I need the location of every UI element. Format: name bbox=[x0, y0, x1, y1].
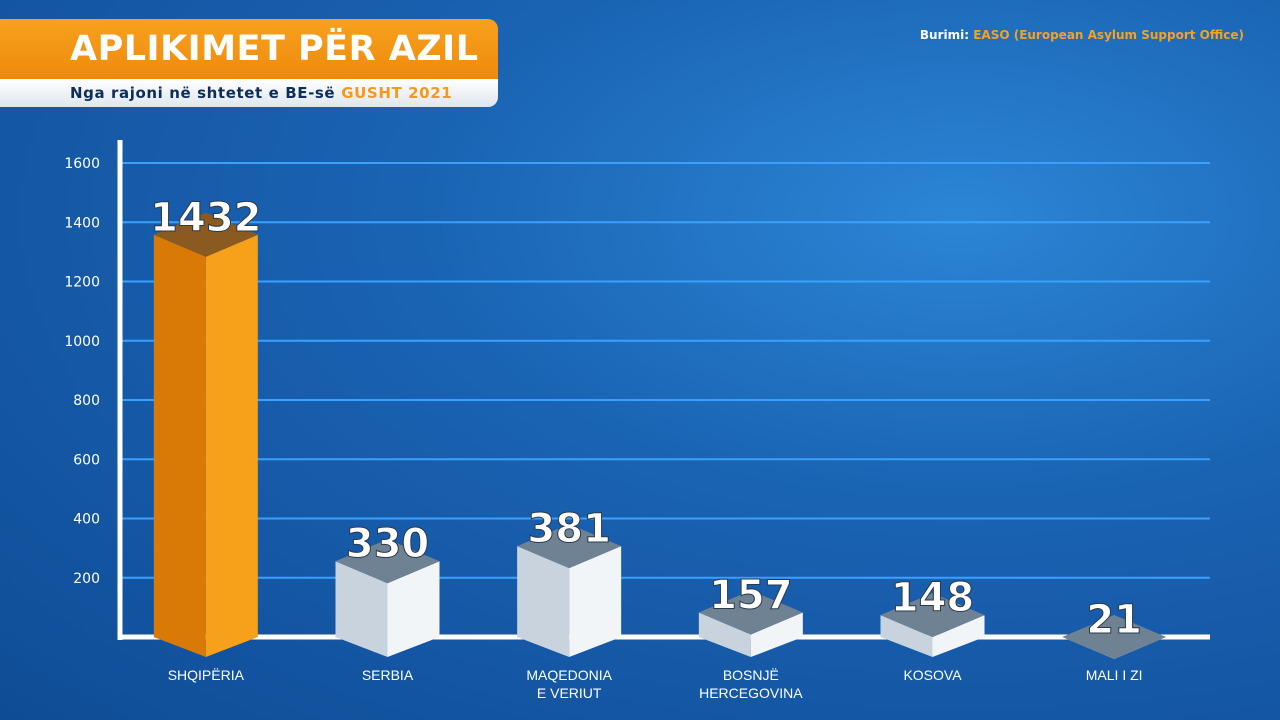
bar-left-face bbox=[698, 612, 751, 657]
x-tick-label: E VERIUT bbox=[537, 685, 602, 701]
bar-top-face bbox=[698, 590, 803, 635]
data-label: 330 bbox=[346, 521, 430, 567]
bar-left-face bbox=[335, 561, 388, 657]
bar-right-face bbox=[205, 234, 258, 657]
source-value: EASO (European Asylum Support Office) bbox=[973, 28, 1244, 42]
y-tick-label: 200 bbox=[73, 571, 100, 587]
bar-top-face bbox=[880, 593, 985, 638]
x-tick-label: HERCEGOVINA bbox=[699, 685, 803, 701]
y-tick-label: 800 bbox=[73, 393, 100, 409]
x-tick-label: BOSNJË bbox=[723, 667, 779, 683]
y-tick-label: 1000 bbox=[64, 334, 100, 350]
y-tick-label: 1600 bbox=[64, 156, 100, 172]
bar-right-face bbox=[932, 615, 985, 657]
title-banner: APLIKIMET PËR AZIL Nga rajoni në shtetet… bbox=[0, 19, 498, 109]
bar-left-face bbox=[153, 234, 206, 657]
bar-left-face bbox=[517, 546, 570, 657]
x-tick-label: MALI I ZI bbox=[1086, 667, 1143, 683]
y-tick-label: 1200 bbox=[64, 275, 100, 291]
bar-left-face bbox=[880, 615, 933, 657]
data-label: 381 bbox=[527, 506, 611, 552]
data-label: 1432 bbox=[150, 195, 261, 241]
data-label: 148 bbox=[891, 575, 975, 621]
data-label: 157 bbox=[709, 572, 793, 618]
source-label: Burimi: bbox=[919, 28, 970, 42]
chart-subtitle: Nga rajoni në shtetet e BE-së GUSHT 2021 bbox=[0, 79, 498, 107]
x-tick-label: SERBIA bbox=[362, 667, 414, 683]
x-tick-label: MAQEDONIA bbox=[526, 667, 612, 683]
chart-title: APLIKIMET PËR AZIL bbox=[0, 19, 498, 79]
source-note: Burimi: EASO (European Asylum Support Of… bbox=[920, 28, 1244, 42]
bar-right-face bbox=[569, 546, 622, 657]
y-tick-label: 400 bbox=[73, 512, 100, 528]
bar-top-face bbox=[153, 212, 258, 257]
y-tick-label: 600 bbox=[73, 452, 100, 468]
x-tick-label: SHQIPËRIA bbox=[168, 667, 245, 683]
subtitle-text: Nga rajoni në shtetet e BE-së bbox=[70, 84, 336, 102]
bar-right-face bbox=[750, 612, 803, 657]
period-label: GUSHT 2021 bbox=[341, 84, 453, 102]
x-tick-label: KOSOVA bbox=[903, 667, 962, 683]
bar-top-face bbox=[517, 524, 622, 569]
bar-right-face bbox=[387, 561, 440, 657]
bar-top-face bbox=[1062, 615, 1167, 659]
y-tick-label: 1400 bbox=[64, 215, 100, 231]
data-label: 21 bbox=[1086, 597, 1142, 643]
bar-top-face bbox=[335, 539, 440, 584]
